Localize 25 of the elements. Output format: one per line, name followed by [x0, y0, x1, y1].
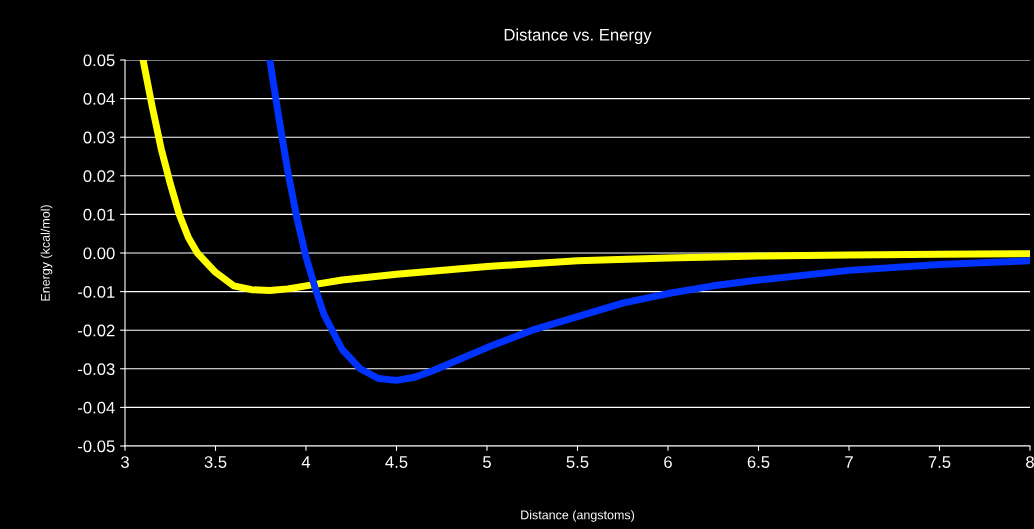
x-tick-label: 6.5 [747, 456, 770, 468]
y-tick-label: -0.04 [78, 401, 115, 414]
x-tick-label: 4.5 [385, 456, 408, 468]
x-axis-title: Distance (angstoms) [521, 510, 635, 522]
x-tick-label: 8 [1026, 456, 1034, 468]
y-tick-label: -0.03 [78, 363, 115, 375]
y-tick-label: 0.02 [83, 170, 115, 182]
x-tick-label: 6 [664, 456, 672, 468]
y-tick-label: -0.05 [78, 440, 115, 453]
x-tick-label: 3 [121, 456, 129, 468]
y-tick-label: -0.02 [78, 324, 115, 337]
chart-title: Distance vs. Energy [504, 28, 652, 45]
y-tick-label: 0.05 [83, 54, 115, 67]
x-tick-label: 7.5 [928, 456, 951, 468]
x-tick-label: 7 [845, 456, 853, 468]
y-tick-label: 0.04 [83, 93, 115, 105]
x-tick-label: 5.5 [566, 456, 589, 468]
x-tick-label: 5 [483, 456, 491, 468]
y-tick-label: 0.01 [83, 208, 115, 221]
y-tick-label: 0.00 [83, 247, 115, 260]
y-axis-title: Energy (kcal/mol) [40, 205, 53, 301]
x-tick-label: 4 [301, 456, 311, 468]
x-tick-label: 3.5 [204, 456, 227, 468]
y-tick-label: 0.03 [83, 131, 115, 144]
y-tick-label: -0.01 [78, 286, 115, 298]
